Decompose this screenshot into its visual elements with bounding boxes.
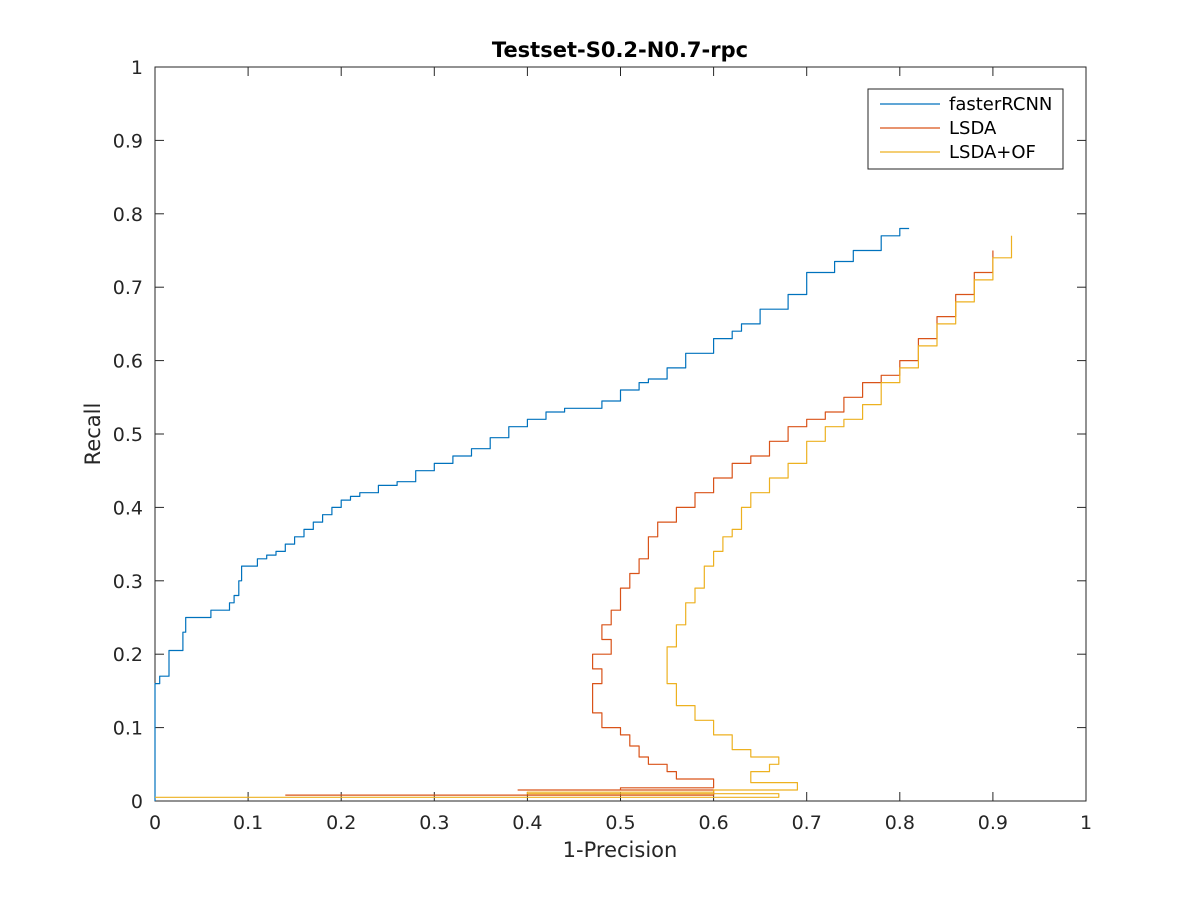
legend: fasterRCNN LSDA LSDA+OF [867,88,1064,170]
legend-box [867,88,1064,170]
x-tick-label: 0.7 [792,812,822,834]
legend-label-lsda-of: LSDA+OF [949,142,1036,163]
x-tick-label: 0.4 [512,812,542,834]
y-tick-label: 0.8 [113,204,143,226]
x-tick-label: 0.8 [885,812,915,834]
series-lines [154,227,1013,801]
y-tick-label: 0.1 [113,718,143,740]
plot-area [154,66,1087,802]
y-tick-label: 0.2 [113,644,143,666]
x-tick-label: 0.3 [419,812,449,834]
legend-label-lsda: LSDA [949,118,997,139]
x-tick-label: 0.5 [605,812,635,834]
y-tick-label: 0.7 [113,277,143,299]
y-tick-label: 1 [131,57,143,79]
chart-title: Testset-S0.2-N0.7-rpc [492,38,748,62]
y-tick-label: 0.5 [113,424,143,446]
x-tick-label: 0.2 [326,812,356,834]
series-line-fasterrcnn [154,227,910,801]
y-tick-label: 0.3 [113,571,143,593]
y-tick-label: 0.4 [113,497,143,519]
x-tick-label: 0.9 [978,812,1008,834]
y-axis-label: Recall [81,403,105,466]
axis-ticks: 0 0.1 0.2 0.3 0.4 0.5 0.6 0.7 0.8 0.9 1 0 0.1 0.2 0.3 0… [113,57,1092,834]
y-tick-label: 0.9 [113,130,143,152]
x-axis-label: 1-Precision [563,838,678,862]
legend-label-fasterrcnn: fasterRCNN [949,94,1052,115]
y-tick-label: 0.6 [113,351,143,373]
series-line-lsda-of [155,235,1013,798]
x-tick-label: 0.6 [698,812,728,834]
y-tick-label: 0 [131,791,143,813]
series-line-lsda [285,250,994,796]
x-tick-label: 1 [1080,812,1092,834]
x-tick-label: 0 [149,812,161,834]
x-tick-label: 0.1 [233,812,263,834]
